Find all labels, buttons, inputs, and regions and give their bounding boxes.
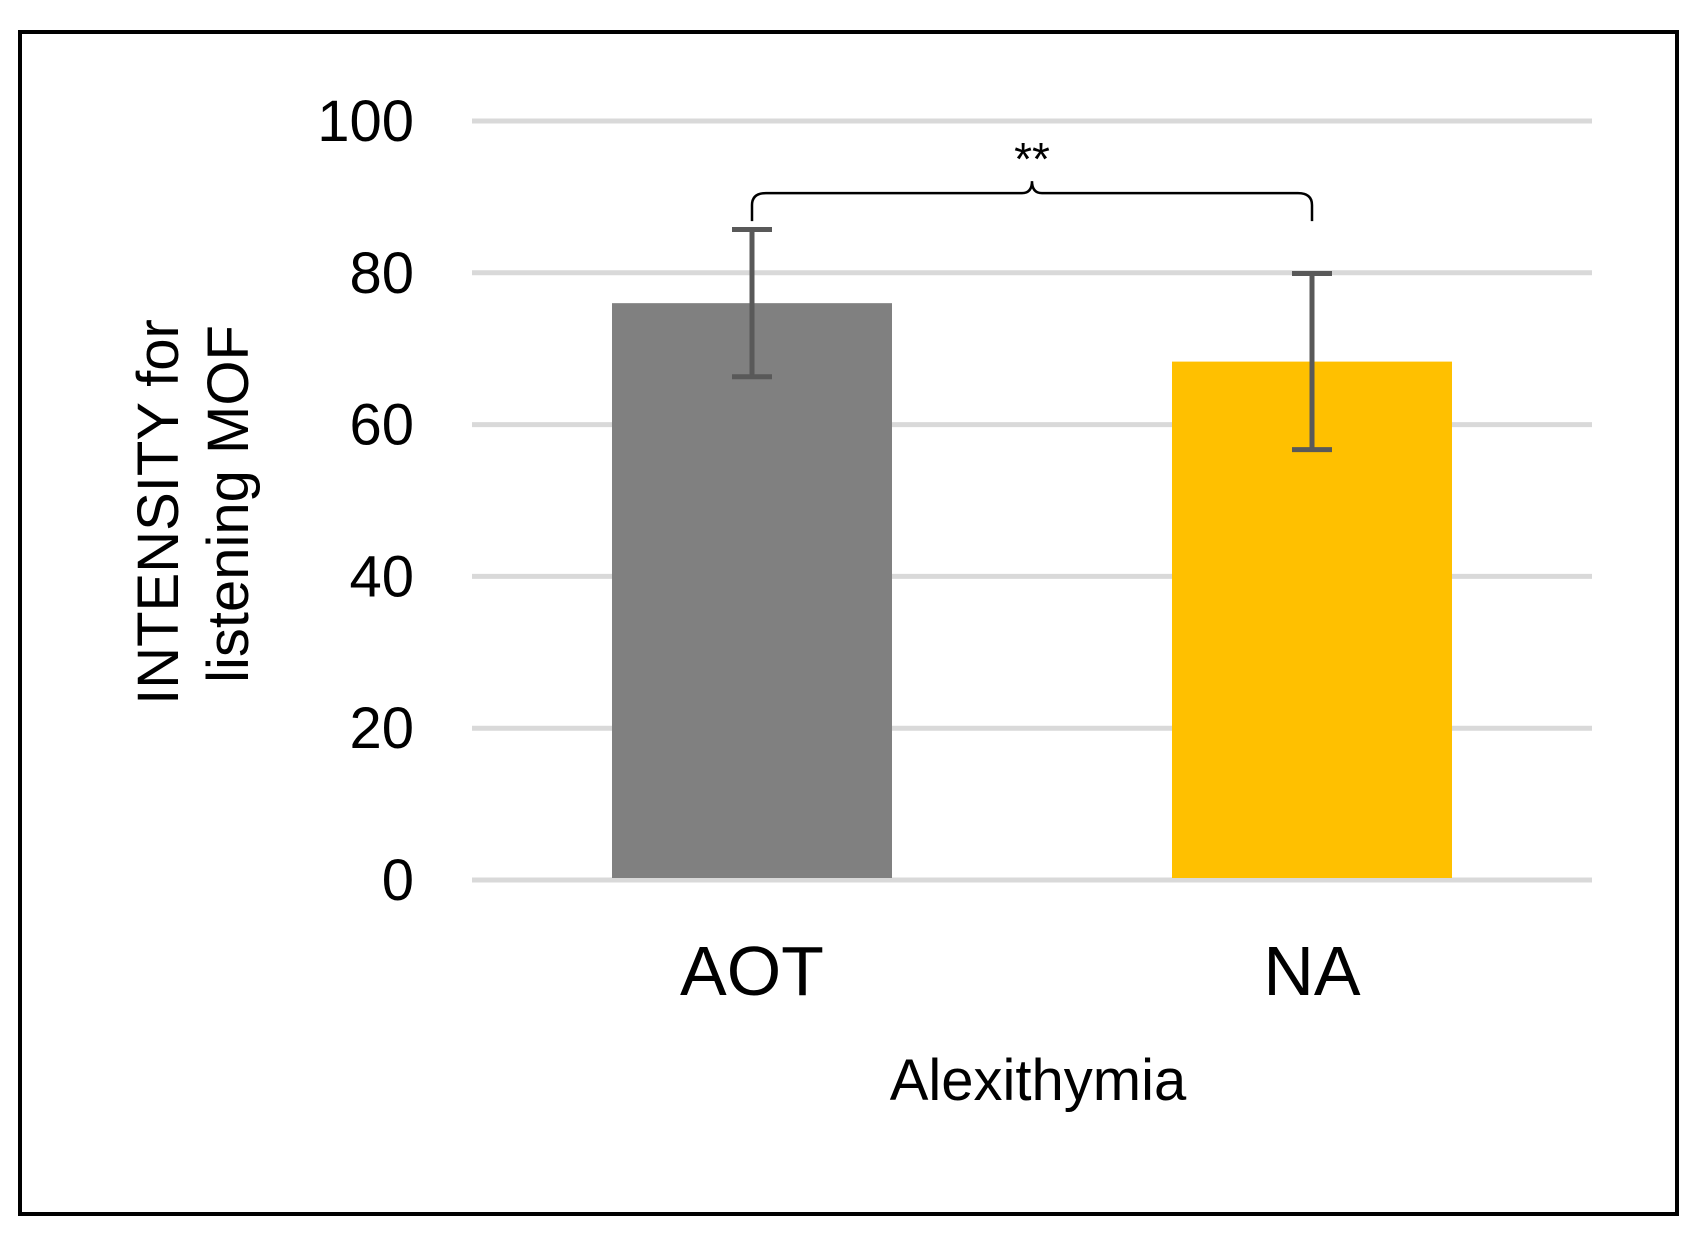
x-category-label-na: NA xyxy=(1263,932,1361,1010)
y-axis-title-line-1: INTENSITY for xyxy=(126,319,191,705)
y-tick-label-100: 100 xyxy=(317,89,414,154)
y-axis-ticks: 0 20 40 60 80 100 xyxy=(317,89,414,913)
error-bar-aot xyxy=(732,227,772,380)
error-bar-na xyxy=(1292,271,1332,453)
error-bars xyxy=(732,227,1332,453)
significance-bracket xyxy=(750,181,1314,222)
y-tick-label-60: 60 xyxy=(349,393,414,458)
y-axis-title-line-2: listening MOF xyxy=(196,325,261,683)
chart-frame xyxy=(18,30,1679,1216)
x-axis-title: Alexithymia xyxy=(890,1048,1187,1113)
y-tick-label-40: 40 xyxy=(349,544,414,609)
y-tick-label-0: 0 xyxy=(382,848,414,913)
x-category-label-aot: AOT xyxy=(680,932,824,1010)
y-tick-label-80: 80 xyxy=(349,241,414,306)
y-tick-label-20: 20 xyxy=(349,696,414,761)
bar-aot xyxy=(612,303,892,878)
x-axis-categories: AOT NA xyxy=(680,932,1361,1010)
bars xyxy=(612,303,1452,878)
significance-annotation: ** xyxy=(750,133,1314,222)
significance-label: ** xyxy=(1014,133,1050,185)
y-axis-title: INTENSITY for listening MOF xyxy=(126,303,261,705)
